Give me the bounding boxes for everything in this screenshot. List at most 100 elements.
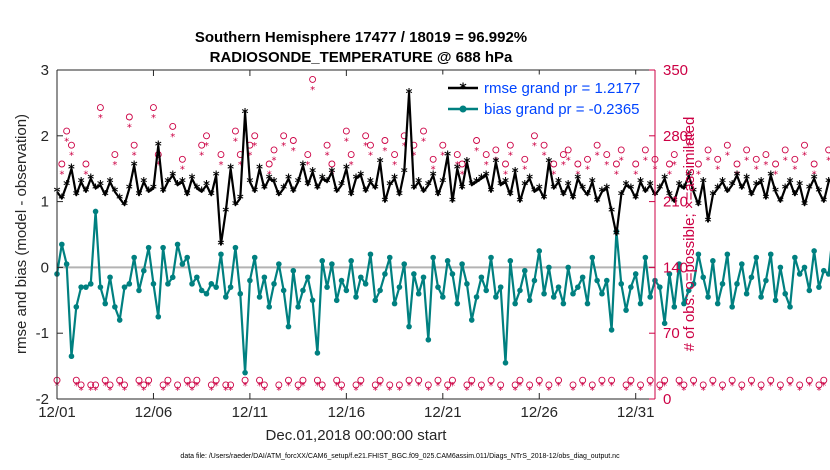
obs-possible-point	[145, 376, 153, 384]
bias-point	[155, 313, 162, 320]
rmse-point: *	[165, 176, 172, 191]
bias-point	[507, 258, 514, 264]
rmse-point: *	[435, 189, 442, 204]
obs-possible-point	[367, 141, 374, 149]
rmse-point: *	[488, 186, 495, 201]
rmse-point: *	[314, 182, 321, 197]
bias-point	[710, 258, 716, 264]
rmse-point: *	[589, 176, 596, 191]
rmse-point: *	[743, 173, 750, 188]
bias-point	[690, 281, 697, 287]
obs-possible-point	[661, 376, 669, 384]
obs-possible-point	[511, 381, 519, 389]
bias-point	[811, 248, 817, 254]
obs-possible-point	[482, 151, 490, 159]
bias-point	[729, 304, 735, 310]
obs-assimilated-point: *	[701, 386, 706, 397]
rmse-point: *	[758, 176, 765, 191]
obs-assimilated-point: *	[431, 165, 436, 176]
obs-assimilated-point: *	[373, 386, 378, 397]
obs-assimilated-point: *	[344, 137, 349, 148]
rmse-point: *	[787, 176, 794, 191]
obs-possible-point	[338, 381, 345, 389]
bias-point	[608, 327, 615, 333]
obs-assimilated-point: *	[715, 165, 720, 176]
obs-assimilated-point: *	[759, 386, 764, 397]
obs-possible-point	[690, 376, 698, 384]
obs-possible-point	[593, 141, 601, 149]
rmse-point: *	[68, 163, 75, 178]
bias-point	[705, 294, 711, 300]
obs-assimilated-point: *	[209, 386, 214, 397]
obs-assimilated-point: *	[272, 155, 277, 166]
rmse-point: *	[796, 179, 803, 194]
obs-assimilated-point: *	[609, 381, 614, 392]
obs-assimilated-point: *	[590, 386, 595, 397]
obs-assimilated-point: *	[392, 160, 397, 171]
rmse-point: *	[343, 163, 350, 178]
bias-point	[68, 353, 75, 360]
obs-assimilated-point: *	[469, 381, 474, 392]
obs-possible-point	[530, 132, 538, 140]
obs-assimilated-point: *	[334, 381, 339, 392]
bias-point	[806, 287, 813, 294]
obs-assimilated-point: *	[773, 169, 778, 180]
obs-possible-point	[342, 127, 350, 135]
rmse-point: *	[594, 196, 601, 211]
obs-possible-point	[58, 160, 66, 168]
obs-possible-point	[424, 381, 432, 389]
bias-point	[502, 360, 509, 366]
bias-point	[820, 267, 827, 274]
obs-possible-point	[87, 381, 95, 389]
obs-possible-point	[815, 381, 823, 389]
obs-assimilated-point: *	[363, 141, 368, 152]
rmse-point: *	[126, 182, 133, 197]
bias-point	[78, 284, 84, 290]
obs-assimilated-point: *	[450, 381, 455, 392]
obs-assimilated-point: *	[93, 386, 98, 397]
y-left-tick-label: 3	[41, 62, 49, 79]
rmse-point: *	[285, 173, 292, 188]
obs-possible-point	[680, 381, 688, 389]
bias-point	[565, 264, 571, 271]
obs-assimilated-point: *	[571, 386, 576, 397]
bias-point	[666, 271, 673, 277]
obs-assimilated-point: *	[489, 381, 494, 392]
bias-point	[406, 323, 412, 330]
rmse-point: *	[116, 192, 123, 207]
bias-point	[497, 284, 504, 290]
bias-point	[102, 300, 109, 307]
bias-point	[362, 281, 369, 287]
rmse-point: *	[396, 189, 403, 204]
obs-possible-point	[101, 376, 109, 384]
obs-possible-point	[506, 141, 514, 149]
obs-assimilated-point: *	[754, 165, 759, 176]
rmse-point: *	[497, 179, 504, 194]
obs-possible-point	[612, 160, 620, 168]
obs-possible-point	[420, 127, 427, 135]
bias-point	[517, 287, 523, 294]
rmse-point: *	[193, 182, 200, 197]
bias-point	[435, 284, 441, 290]
obs-possible-point	[150, 104, 157, 112]
rmse-point: *	[179, 176, 186, 191]
obs-assimilated-point: *	[628, 381, 633, 392]
x-tick-label: 12/16	[328, 404, 366, 421]
obs-assimilated-point: *	[575, 169, 580, 180]
bias-point	[493, 294, 499, 300]
bias-point	[473, 294, 480, 300]
obs-assimilated-point: *	[551, 169, 556, 180]
obs-possible-point	[709, 376, 717, 384]
obs-assimilated-point: *	[407, 381, 412, 392]
rmse-point: *	[709, 189, 716, 204]
bias-point	[483, 287, 490, 294]
obs-assimilated-point: *	[744, 155, 749, 166]
bias-point	[112, 304, 118, 310]
chart-title-line1: Southern Hemisphere 17477 / 18019 = 96.9…	[195, 29, 527, 46]
obs-possible-point	[323, 141, 331, 149]
obs-possible-point	[299, 376, 307, 384]
obs-assimilated-point: *	[223, 386, 228, 397]
rmse-point: *	[642, 186, 649, 201]
bias-point	[391, 300, 398, 307]
obs-assimilated-point: *	[460, 169, 465, 180]
